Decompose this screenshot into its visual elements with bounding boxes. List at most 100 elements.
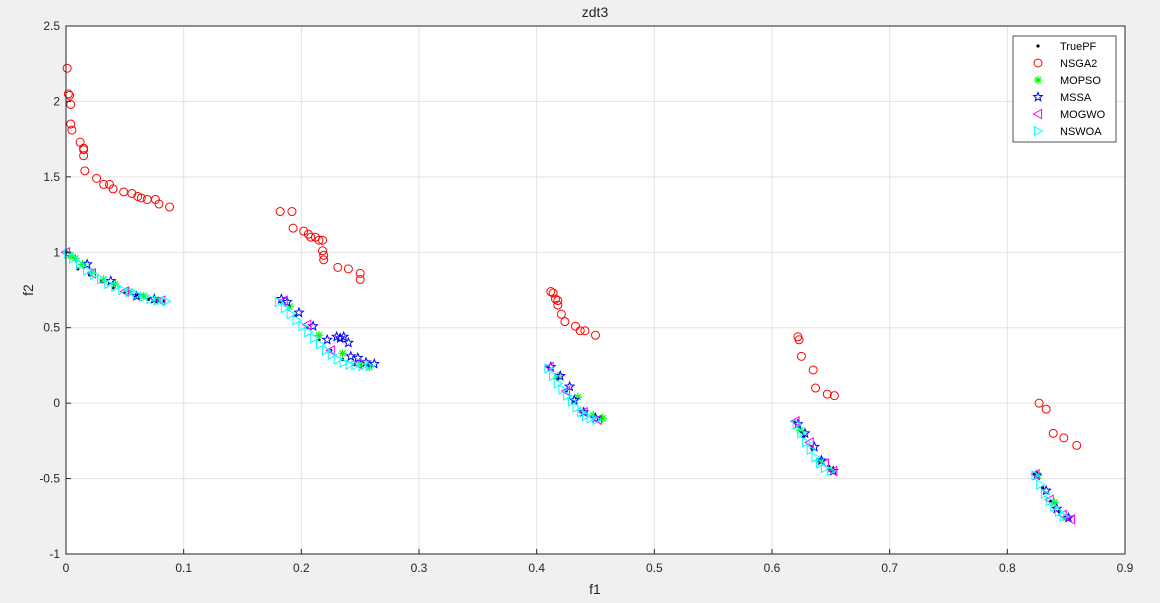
data-point-nsga2: [355, 268, 365, 278]
data-point-mogwo: [301, 319, 312, 331]
plot-area: [66, 26, 1125, 554]
data-point-mssa: [345, 350, 357, 362]
data-point-nsga2: [62, 63, 72, 73]
data-point-nsga2: [319, 250, 329, 260]
data-point-nswoa: [586, 412, 597, 424]
data-point-nswoa: [1036, 479, 1046, 490]
data-point-nsga2: [1041, 404, 1051, 414]
data-point-nsga2: [127, 188, 137, 198]
data-point-nsga2: [306, 232, 316, 242]
legend-marker-mssa: [1032, 91, 1044, 102]
data-point-nsga2: [92, 173, 102, 183]
data-point-mssa: [1051, 502, 1063, 514]
data-point-mssa: [81, 258, 93, 270]
x-tick-label: 0.2: [293, 561, 310, 575]
data-point-mogwo: [804, 437, 814, 448]
data-point-nswoa: [310, 332, 320, 344]
data-point-mogwo: [1044, 494, 1054, 506]
data-point-nsga2: [1072, 440, 1082, 450]
data-point-nswoa: [806, 444, 817, 456]
data-point-nswoa: [83, 265, 93, 276]
legend[interactable]: TruePF NSGA2 MOPSO MSSA MOGWO NSWOA: [1012, 35, 1117, 143]
data-point-nswoa: [1050, 501, 1060, 513]
data-point-mogwo: [155, 295, 166, 306]
data-point-mopso: [71, 254, 80, 263]
data-point-mssa: [307, 320, 319, 332]
data-point-nsga2: [580, 326, 590, 336]
data-point-nsga2: [67, 125, 77, 135]
data-point-nsga2: [546, 287, 556, 297]
data-point-nswoa: [792, 418, 803, 430]
data-point-nswoa: [567, 396, 578, 407]
data-point-nsga2: [318, 235, 328, 245]
data-point-nsga2: [99, 179, 109, 189]
data-point-mssa: [338, 330, 350, 342]
y-axis-title: f2: [20, 284, 36, 296]
data-point-nsga2: [108, 184, 118, 194]
x-tick-label: 0.9: [1117, 561, 1134, 575]
data-point-mopso: [1033, 471, 1043, 480]
data-point-nswoa: [90, 269, 100, 281]
data-point-mogwo: [1030, 468, 1040, 480]
series-nsga2: [62, 63, 1082, 450]
legend-label-mssa: MSSA: [1060, 92, 1092, 104]
data-point-nswoa: [111, 281, 121, 293]
series-nswoa: [64, 248, 1070, 522]
y-tick-label: 1.5: [43, 170, 60, 184]
data-point-nsga2: [1034, 398, 1044, 408]
data-point-nswoa: [327, 349, 338, 361]
legend-marker-mopso: [1033, 75, 1043, 85]
data-point-nsga2: [570, 321, 580, 331]
data-point-mopso: [1050, 498, 1059, 507]
data-point-nswoa: [1055, 506, 1065, 518]
legend-label-nsga2: NSGA2: [1060, 58, 1097, 70]
x-tick-label: 0.6: [764, 561, 781, 575]
data-point-nswoa: [558, 384, 569, 395]
data-point-nswoa: [345, 359, 356, 371]
data-point-nsga2: [314, 235, 324, 245]
data-point-nswoa: [304, 326, 314, 338]
chart-title: zdt3: [582, 4, 609, 20]
data-point-nsga2: [553, 296, 563, 306]
data-point-nswoa: [351, 360, 361, 371]
data-point-nswoa: [132, 289, 143, 300]
x-axis-title: f1: [589, 581, 601, 597]
data-point-nswoa: [333, 354, 344, 365]
data-point-nswoa: [286, 308, 297, 320]
data-point-nswoa: [298, 320, 309, 332]
data-point-nswoa: [104, 278, 114, 290]
data-point-mopso: [87, 267, 97, 277]
data-point-nsga2: [318, 246, 328, 256]
data-point-nsga2: [79, 151, 89, 161]
y-tick-label: -1: [49, 547, 60, 561]
y-tick-label: 1: [53, 245, 60, 259]
legend-marker-mogwo: [1032, 108, 1043, 120]
y-tick-label: 0.5: [43, 321, 60, 335]
data-point-nswoa: [139, 291, 150, 303]
data-point-mssa: [1040, 484, 1052, 496]
legend-box: [1012, 35, 1117, 143]
data-point-nswoa: [802, 437, 812, 448]
data-point-nswoa: [68, 252, 79, 264]
data-point-nsga2: [550, 294, 560, 304]
data-point-nsga2: [808, 365, 818, 375]
data-point-nswoa: [161, 295, 172, 307]
data-point-nsga2: [287, 207, 297, 217]
data-point-mogwo: [578, 406, 588, 418]
data-point-nsga2: [591, 330, 600, 340]
data-point-nswoa: [153, 295, 164, 306]
y-tick-label: 2.5: [43, 19, 60, 33]
data-point-nsga2: [66, 119, 76, 129]
data-point-nswoa: [563, 390, 573, 401]
data-point-mopso: [365, 362, 374, 372]
data-point-nswoa: [816, 458, 826, 469]
axis-ticks: 0 0.1 0.2 0.3 0.4 0.5 0.6 0.7 0.8 0.9 -1 -0.5 0 0.5 1 1…: [39, 19, 1133, 575]
data-point-nswoa: [321, 344, 332, 356]
y-tick-label: -0.5: [39, 472, 60, 486]
data-point-nswoa: [581, 410, 592, 422]
data-point-mogwo: [544, 361, 554, 373]
data-point-mssa: [293, 306, 305, 318]
data-point-nswoa: [1040, 488, 1051, 500]
data-point-mopso: [338, 349, 347, 358]
data-point-nswoa: [592, 414, 603, 426]
